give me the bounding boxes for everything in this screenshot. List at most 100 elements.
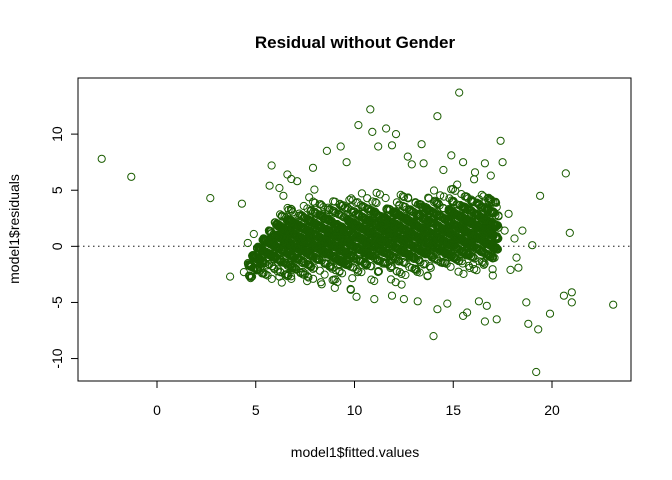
data-point xyxy=(479,213,488,222)
data-point xyxy=(427,253,436,262)
data-point xyxy=(484,250,494,259)
data-point xyxy=(386,275,396,284)
data-point xyxy=(341,259,351,268)
data-point xyxy=(285,250,294,259)
data-point xyxy=(449,253,458,263)
data-point xyxy=(518,226,527,235)
data-point xyxy=(403,152,412,161)
data-point xyxy=(427,219,436,228)
data-point xyxy=(423,272,432,281)
data-point xyxy=(424,228,433,237)
data-point xyxy=(333,220,342,229)
data-point xyxy=(429,332,438,341)
y-tick-label: 0 xyxy=(49,242,65,250)
data-point xyxy=(453,223,462,232)
data-point xyxy=(237,199,246,208)
data-point xyxy=(368,127,377,136)
data-point xyxy=(496,136,505,145)
data-point xyxy=(436,246,446,255)
data-point xyxy=(283,270,292,279)
data-point xyxy=(269,230,278,239)
data-point xyxy=(448,198,457,207)
data-point xyxy=(609,300,618,309)
data-point xyxy=(443,299,452,308)
data-point xyxy=(353,268,362,277)
data-point xyxy=(504,209,513,218)
data-point xyxy=(476,246,485,255)
data-point xyxy=(329,263,338,272)
data-point xyxy=(401,270,410,280)
data-point xyxy=(341,203,350,212)
data-point xyxy=(399,249,408,258)
data-point xyxy=(466,252,475,261)
data-point xyxy=(387,141,397,150)
data-point xyxy=(354,121,363,130)
data-point xyxy=(567,288,576,297)
data-point xyxy=(500,226,509,235)
data-point xyxy=(399,295,408,304)
data-point xyxy=(389,229,398,238)
data-point xyxy=(486,224,495,233)
data-point xyxy=(319,214,328,223)
data-point xyxy=(488,242,498,251)
data-point xyxy=(417,224,426,233)
data-point xyxy=(324,225,333,235)
data-point xyxy=(357,189,366,198)
data-point xyxy=(461,192,470,201)
data-point xyxy=(335,267,344,277)
data-point xyxy=(474,297,483,306)
data-point xyxy=(512,253,521,262)
data-point xyxy=(484,196,493,205)
data-point xyxy=(378,212,387,221)
data-point xyxy=(376,256,385,265)
data-point xyxy=(398,201,407,211)
data-point xyxy=(342,158,351,167)
data-point xyxy=(348,274,357,283)
data-point xyxy=(485,228,494,237)
data-point xyxy=(265,181,274,190)
data-point xyxy=(364,215,373,224)
data-point xyxy=(311,254,321,263)
data-point xyxy=(352,242,361,252)
data-point xyxy=(363,239,372,248)
data-point xyxy=(272,220,281,229)
data-point xyxy=(321,238,331,247)
data-point xyxy=(479,258,488,267)
data-point xyxy=(267,161,276,170)
data-point xyxy=(312,243,322,252)
data-point xyxy=(403,237,412,246)
y-axis: -10 -5 0 5 10 xyxy=(49,126,79,369)
data-point xyxy=(424,193,433,202)
data-point xyxy=(245,261,254,270)
data-point xyxy=(315,255,324,264)
data-point xyxy=(468,208,477,217)
data-point xyxy=(308,163,318,172)
data-point xyxy=(480,236,489,245)
data-point xyxy=(263,271,272,280)
data-point xyxy=(411,232,420,241)
data-point xyxy=(528,241,537,250)
data-point xyxy=(392,198,401,207)
data-point xyxy=(348,196,357,205)
data-point xyxy=(382,124,391,133)
data-point xyxy=(472,222,481,231)
data-point xyxy=(328,218,338,227)
data-point xyxy=(310,198,320,207)
data-point xyxy=(451,186,460,195)
y-tick-label: -5 xyxy=(49,296,65,309)
data-point xyxy=(254,243,264,252)
data-point xyxy=(567,298,576,307)
data-point xyxy=(382,239,391,248)
data-point xyxy=(316,278,325,287)
data-point xyxy=(486,252,495,261)
data-point xyxy=(565,228,574,237)
data-point xyxy=(474,233,483,242)
data-point xyxy=(454,267,463,276)
data-point xyxy=(293,177,302,186)
data-point xyxy=(480,259,489,268)
data-point xyxy=(413,211,422,220)
data-point xyxy=(310,209,319,218)
data-point xyxy=(477,190,486,199)
data-point xyxy=(297,233,306,242)
data-point xyxy=(472,266,481,275)
